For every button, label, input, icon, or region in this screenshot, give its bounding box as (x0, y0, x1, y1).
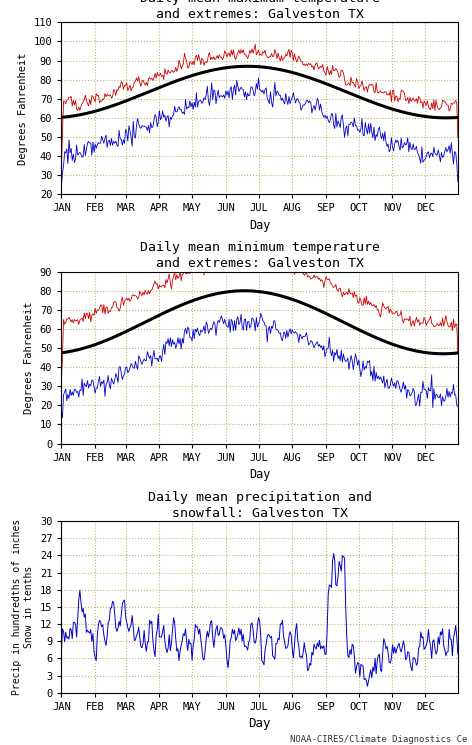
X-axis label: Day: Day (248, 717, 271, 730)
Y-axis label: Precip in hundredths of inches
Snow in tenths: Precip in hundredths of inches Snow in t… (12, 519, 34, 695)
Title: Daily mean maximum temperature
and extremes: Galveston TX: Daily mean maximum temperature and extre… (140, 0, 379, 21)
X-axis label: Day: Day (249, 468, 270, 481)
Title: Daily mean minimum temperature
and extremes: Galveston TX: Daily mean minimum temperature and extre… (140, 241, 379, 270)
Text: NOAA-CIRES/Climate Diagnostics Ce: NOAA-CIRES/Climate Diagnostics Ce (290, 735, 467, 744)
Y-axis label: Degrees Fahrenheit: Degrees Fahrenheit (18, 52, 28, 165)
Title: Daily mean precipitation and
snowfall: Galveston TX: Daily mean precipitation and snowfall: G… (148, 491, 371, 520)
X-axis label: Day: Day (249, 219, 270, 232)
Y-axis label: Degrees Fahrenheit: Degrees Fahrenheit (24, 301, 34, 414)
